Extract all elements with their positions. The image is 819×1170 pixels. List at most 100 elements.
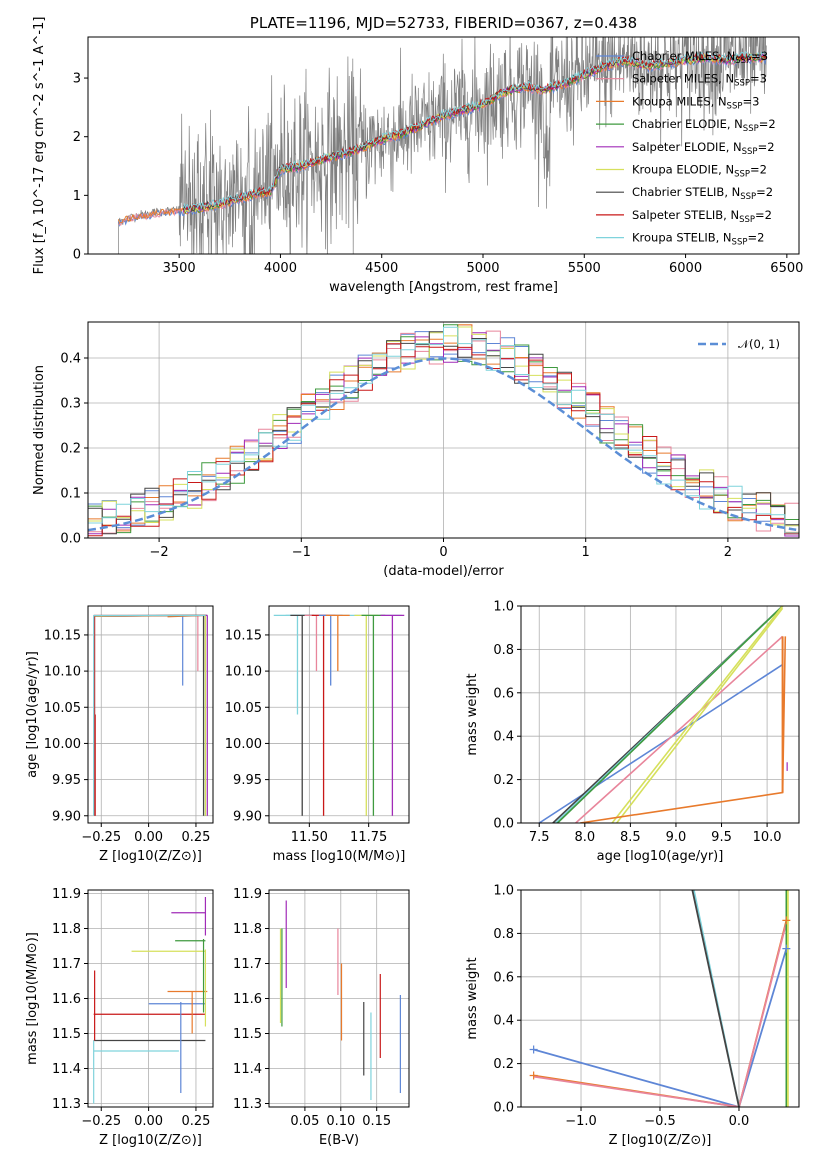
y-tick-label: 10.00 [225, 737, 262, 752]
legend-label: 𝒩(0, 1) [738, 337, 780, 351]
mass-weight-marker [530, 1072, 538, 1080]
mass-Z-plot-area [94, 897, 208, 1104]
massweight-age-panel: 7.5 8.0 8.5 9.0 9.5 10.0 0.0 0.2 0.4 0.6 0.8 1.0 age… [465, 600, 799, 865]
x-tick-label: 5000 [466, 261, 499, 276]
mass-weight-line [690, 879, 739, 1107]
massweight-age-plot-area [539, 606, 787, 823]
legend-label: Kroupa STELIB, NSSP=2 [632, 231, 764, 248]
y-tick-label: 10.10 [225, 665, 262, 680]
y-tick-label: 3 [73, 72, 81, 87]
y-tick-label: 11.4 [52, 1062, 81, 1077]
y-tick-label: 0.8 [493, 927, 514, 942]
x-axis-label: wavelength [Angstrom, rest frame] [329, 280, 558, 295]
normal-distribution-curve [88, 359, 796, 531]
mass-EBV-frame: 0.05 0.10 0.1511.311.411.511.611.711.811.9… [233, 887, 409, 1148]
x-tick-label: 2 [724, 545, 732, 560]
x-tick-label: 1 [582, 545, 590, 560]
x-tick-label: 0.00 [134, 830, 163, 845]
x-axis-label: mass [log10(M/M⊙)] [273, 849, 406, 864]
y-tick-label: 1.0 [493, 884, 514, 899]
x-axis-label: Z [log10(Z/Z⊙)] [99, 1133, 202, 1148]
spectrum-frame: 3500 4000 4500 5000 5500 6000 6500 0 1 2 3 waveleng… [32, 17, 803, 295]
x-tick-label: 11.50 [291, 830, 328, 845]
y-tick-label: 10.10 [44, 665, 81, 680]
massweight-Z-frame: −1.0 −0.5 0.0 0.0 0.2 0.4 0.6 0.8 1.0 Z [log10(Z/… [465, 884, 799, 1149]
x-tick-label: −0.25 [81, 1114, 121, 1129]
y-axis-label: mass weight [465, 957, 480, 1039]
x-tick-label: −2 [150, 545, 169, 560]
y-tick-label: 9.95 [52, 773, 81, 788]
residuals-legend: 𝒩(0, 1) [698, 337, 780, 351]
y-tick-label: 0.1 [60, 487, 81, 502]
x-tick-label: 4500 [365, 261, 398, 276]
legend-label: Salpeter ELODIE, NSSP=2 [632, 140, 775, 157]
x-tick-label: 8.0 [574, 830, 595, 845]
x-axis-label: Z [log10(Z/Z⊙)] [609, 1133, 712, 1148]
x-tick-label: 9.0 [666, 830, 687, 845]
x-tick-label: 5500 [568, 261, 601, 276]
x-tick-label: 11.75 [350, 830, 387, 845]
y-axis-label: age [log10(age/yr)] [25, 651, 40, 778]
x-tick-label: 9.5 [711, 830, 732, 845]
age-Z-plot-area [94, 615, 208, 815]
x-tick-label: 0.00 [134, 1114, 163, 1129]
mass-weight-marker [782, 945, 790, 953]
mass-weight-line [558, 606, 783, 823]
age-Z-frame: −0.25 0.00 0.25 9.90 9.95 10.00 10.05 10.10 10.1… [25, 606, 213, 864]
x-tick-label: −1 [292, 545, 311, 560]
y-tick-label: 10.15 [44, 628, 81, 643]
x-tick-label: 0.25 [181, 830, 210, 845]
y-tick-label: 1 [73, 189, 81, 204]
y-tick-label: 0.6 [493, 686, 514, 701]
y-tick-label: 10.05 [225, 701, 262, 716]
y-tick-label: 9.90 [233, 809, 262, 824]
x-tick-label: 8.5 [620, 830, 641, 845]
chart-title: PLATE=1196, MJD=52733, FIBERID=0367, z=0… [250, 14, 637, 32]
x-tick-label: 10.0 [753, 830, 782, 845]
age-Z-panel: −0.25 0.00 0.25 9.90 9.95 10.00 10.05 10.10 10.1… [25, 606, 213, 864]
legend-label: Chabrier STELIB, NSSP=2 [632, 185, 773, 202]
y-tick-label: 11.3 [233, 1097, 262, 1112]
y-tick-label: 0.6 [493, 970, 514, 985]
spectrum-plot-area [118, 0, 766, 266]
y-tick-label: 10.15 [225, 628, 262, 643]
y-tick-label: 11.8 [52, 922, 81, 937]
x-tick-label: 0.0 [729, 1114, 750, 1129]
mass-weight-line [539, 665, 782, 823]
x-axis-label: (data-model)/error [383, 564, 504, 579]
y-tick-label: 9.95 [233, 773, 262, 788]
x-tick-label: 7.5 [529, 830, 550, 845]
residuals-panel: −2 −1 0 1 2 0.0 0.1 0.2 0.3 0.4 (data-model)/error… [32, 322, 799, 579]
x-tick-label: 0 [439, 545, 447, 560]
x-axis-label: age [log10(age/yr)] [597, 849, 724, 864]
y-tick-label: 9.90 [52, 809, 81, 824]
y-tick-label: 11.7 [52, 957, 81, 972]
spectrum-panel: 3500 4000 4500 5000 5500 6000 6500 0 1 2 3 waveleng… [32, 0, 803, 295]
mass-Z-panel: −0.25 0.00 0.25 11.3 11.4 11.5 11.6 11.7 11.8 11.… [25, 887, 213, 1148]
y-tick-label: 0.4 [493, 1014, 514, 1029]
mass-weight-line [576, 636, 783, 823]
observed-spectrum-line [118, 0, 766, 266]
y-axis-label: mass [log10(M/M⊙)] [25, 932, 40, 1065]
x-tick-label: −0.5 [644, 1114, 676, 1129]
x-tick-label: 0.05 [290, 1114, 319, 1129]
y-tick-label: 11.7 [233, 957, 262, 972]
x-axis-label: E(B-V) [319, 1133, 359, 1148]
y-tick-label: 11.5 [52, 1027, 81, 1042]
x-tick-label: 4000 [264, 261, 297, 276]
y-tick-label: 0.0 [493, 1101, 514, 1116]
y-tick-label: 0.4 [493, 730, 514, 745]
x-tick-label: 0.25 [181, 1114, 210, 1129]
mass-EBV-panel: 0.05 0.10 0.15 11.3 11.4 11.5 11.6 11.7 11.8 11.9… [233, 887, 409, 1148]
x-tick-label: −1.0 [565, 1114, 597, 1129]
y-tick-label: 0.0 [493, 817, 514, 832]
x-tick-label: 0.10 [326, 1114, 355, 1129]
figure: 3500 4000 4500 5000 5500 6000 65000123waveleng… [0, 0, 819, 1170]
mass-weight-line [612, 606, 783, 823]
y-tick-label: 11.3 [52, 1097, 81, 1112]
x-tick-label: 6000 [669, 261, 702, 276]
y-axis-label: mass weight [465, 673, 480, 755]
x-axis-label: Z [log10(Z/Z⊙)] [99, 849, 202, 864]
y-tick-label: 1.0 [493, 600, 514, 615]
x-tick-label: 0.15 [362, 1114, 391, 1129]
